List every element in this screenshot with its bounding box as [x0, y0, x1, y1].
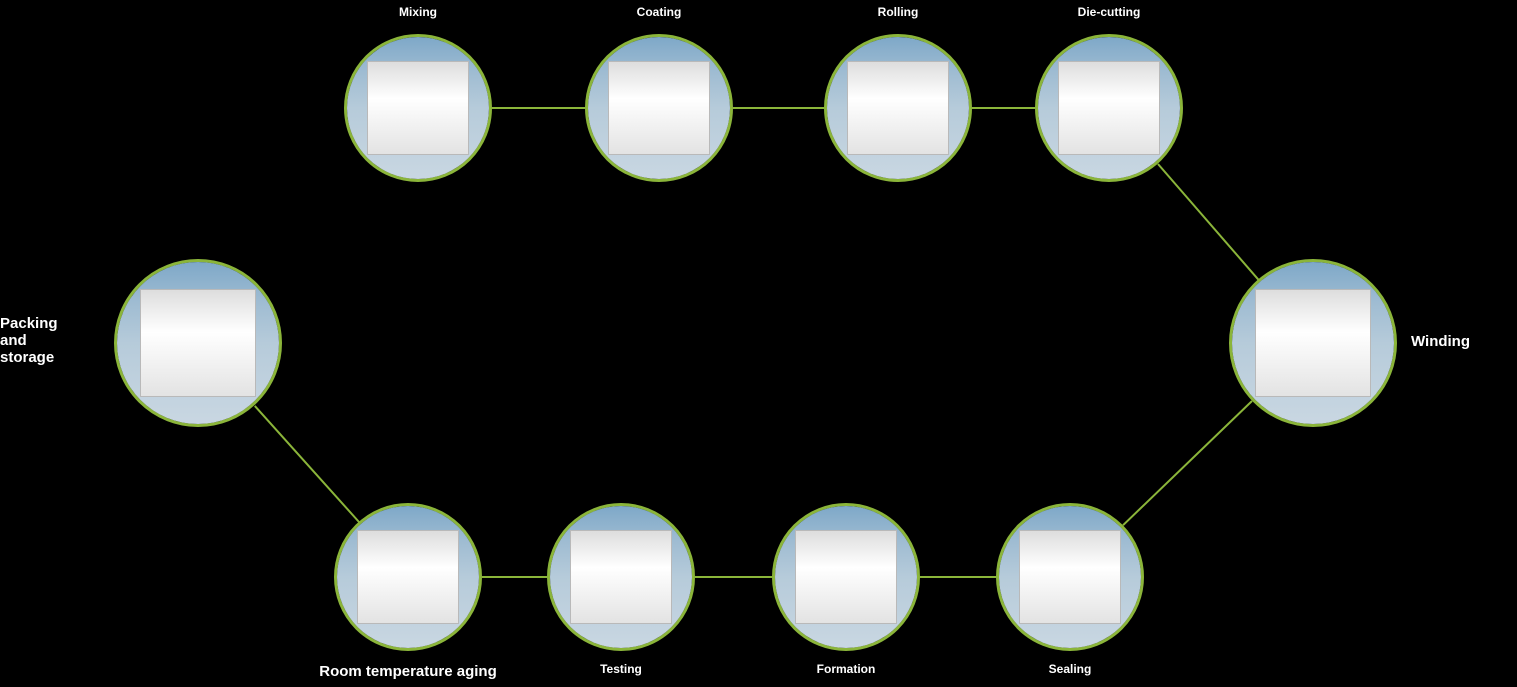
label-aging: Room temperature aging — [278, 663, 538, 680]
node-drying — [1035, 34, 1183, 182]
node-image-mixing — [347, 37, 489, 179]
node-winding — [1229, 259, 1397, 427]
node-mixing — [344, 34, 492, 182]
node-aging — [334, 503, 482, 651]
label-mixing: Mixing — [308, 6, 528, 20]
node-image-sealing — [999, 506, 1141, 648]
node-image-rolling — [827, 37, 969, 179]
node-testing — [547, 503, 695, 651]
node-image-formation — [775, 506, 917, 648]
label-packing: Packing and storage — [0, 315, 100, 367]
label-drying: Die-cutting — [999, 6, 1219, 20]
label-coating: Coating — [549, 6, 769, 20]
label-sealing: Sealing — [940, 663, 1200, 677]
node-packing — [114, 259, 282, 427]
connector-sealing-formation — [920, 576, 996, 578]
node-sealing — [996, 503, 1144, 651]
node-rolling — [824, 34, 972, 182]
connector-formation-testing — [695, 576, 772, 578]
node-image-aging — [337, 506, 479, 648]
label-rolling: Rolling — [788, 6, 1008, 20]
node-image-drying — [1038, 37, 1180, 179]
connector-winding-sealing — [1123, 401, 1254, 527]
label-formation: Formation — [716, 663, 976, 677]
node-coating — [585, 34, 733, 182]
label-winding: Winding — [1411, 333, 1470, 350]
connector-aging-packing — [253, 405, 359, 523]
node-image-packing — [117, 262, 279, 424]
connector-rolling-drying — [972, 107, 1035, 109]
process-flow-diagram: Mixing Coating RollingDie-cutting Winding Se… — [0, 0, 1517, 687]
node-image-testing — [550, 506, 692, 648]
node-formation — [772, 503, 920, 651]
node-image-winding — [1232, 262, 1394, 424]
connector-testing-aging — [482, 576, 547, 578]
connector-mixing-coating — [492, 107, 585, 109]
connector-coating-rolling — [733, 107, 824, 109]
node-image-coating — [588, 37, 730, 179]
connector-drying-winding — [1157, 163, 1259, 280]
